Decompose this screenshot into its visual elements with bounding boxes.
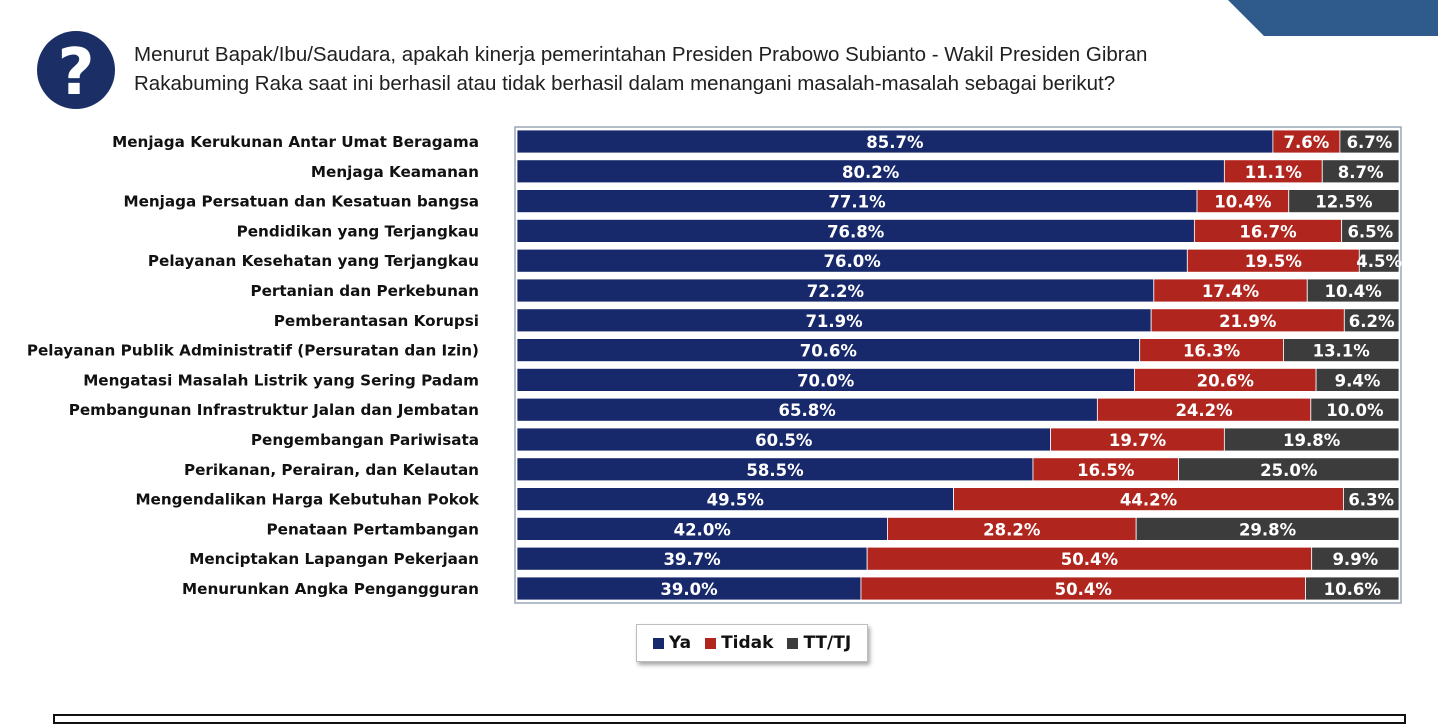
data-label-tttj: 19.8% xyxy=(1283,431,1341,450)
bar-tttj xyxy=(1358,248,1400,273)
data-label-tidak: 24.2% xyxy=(1175,401,1233,420)
data-label-ya: 76.0% xyxy=(824,252,882,271)
data-label-ya: 71.9% xyxy=(805,312,863,331)
data-label-ya: 70.6% xyxy=(800,342,858,361)
category-label: Menjaga Persatuan dan Kesatuan bangsa xyxy=(123,193,479,211)
chart-legend: Ya Tidak TT/TJ xyxy=(636,624,868,662)
category-label: Menciptakan Lapangan Pekerjaan xyxy=(189,550,479,568)
data-label-tidak: 44.2% xyxy=(1120,491,1178,510)
survey-question: Menurut Bapak/Ibu/Saudara, apakah kinerj… xyxy=(134,43,1148,95)
data-label-ya: 58.5% xyxy=(746,461,804,480)
svg-text:?: ? xyxy=(57,36,94,110)
data-label-ya: 42.0% xyxy=(674,520,732,539)
legend-label-tttj: TT/TJ xyxy=(803,633,852,653)
legend-item-ya: Ya xyxy=(652,633,692,653)
data-label-tttj: 8.7% xyxy=(1338,163,1384,182)
corner-accent-shape xyxy=(1228,0,1438,36)
bar-tttj xyxy=(1321,159,1400,184)
data-label-tidak: 7.6% xyxy=(1284,133,1330,152)
data-label-ya: 49.5% xyxy=(707,491,765,510)
bars-layer: Menjaga Kerukunan Antar Umat Beragama 85.… xyxy=(27,126,1403,604)
data-label-tttj: 6.3% xyxy=(1348,491,1394,510)
data-label-tttj: 10.0% xyxy=(1326,401,1384,420)
bottom-frame xyxy=(53,714,1406,724)
legend-swatch-tttj xyxy=(787,637,799,649)
bar-tttj xyxy=(1305,576,1400,601)
data-label-tidak: 17.4% xyxy=(1202,282,1260,301)
legend-item-tttj: TT/TJ xyxy=(787,633,851,653)
data-label-ya: 76.8% xyxy=(827,222,885,241)
category-label: Penataan Pertambangan xyxy=(267,520,479,538)
data-label-ya: 85.7% xyxy=(866,133,924,152)
data-label-tidak: 20.6% xyxy=(1197,371,1255,390)
data-label-tidak: 10.4% xyxy=(1214,193,1272,212)
data-label-tttj: 9.4% xyxy=(1335,371,1381,390)
data-label-tttj: 13.1% xyxy=(1313,342,1371,361)
bar-tttj xyxy=(1343,487,1400,512)
bar-tttj xyxy=(1288,189,1400,214)
data-label-tttj: 6.5% xyxy=(1347,222,1393,241)
data-label-ya: 72.2% xyxy=(807,282,865,301)
data-label-tttj: 10.6% xyxy=(1324,580,1382,599)
data-label-ya: 65.8% xyxy=(779,401,837,420)
category-label: Mengatasi Masalah Listrik yang Sering Pa… xyxy=(83,371,479,389)
category-label: Menurunkan Angka Pengangguran xyxy=(182,580,479,598)
bar-tttj xyxy=(1178,457,1400,482)
data-label-ya: 60.5% xyxy=(755,431,813,450)
data-label-ya: 80.2% xyxy=(842,163,900,182)
category-label: Menjaga Keamanan xyxy=(311,163,479,181)
category-label: Pelayanan Publik Administratif (Persurat… xyxy=(27,342,479,360)
data-label-tttj: 25.0% xyxy=(1260,461,1318,480)
data-label-tttj: 9.9% xyxy=(1332,550,1378,569)
bar-tttj xyxy=(1339,129,1400,154)
data-label-tidak: 19.7% xyxy=(1109,431,1167,450)
data-label-ya: 70.0% xyxy=(797,371,855,390)
data-label-ya: 39.7% xyxy=(663,550,721,569)
data-label-tttj: 6.7% xyxy=(1347,133,1393,152)
plot-frame xyxy=(514,126,1402,604)
data-label-tidak: 16.7% xyxy=(1239,222,1297,241)
legend-swatch-tidak xyxy=(705,637,717,649)
category-label: Perikanan, Perairan, dan Kelautan xyxy=(184,461,479,479)
data-label-tidak: 19.5% xyxy=(1245,252,1303,271)
category-label: Pertanian dan Perkebunan xyxy=(251,282,480,300)
bar-tttj xyxy=(1223,427,1400,452)
category-label: Pendidikan yang Terjangkau xyxy=(237,222,479,240)
data-label-tttj: 12.5% xyxy=(1315,193,1373,212)
bar-tttj xyxy=(1311,546,1400,571)
category-label: Menjaga Kerukunan Antar Umat Beragama xyxy=(112,133,479,151)
data-label-tidak: 50.4% xyxy=(1061,550,1119,569)
data-label-ya: 39.0% xyxy=(660,580,718,599)
bar-tttj xyxy=(1341,218,1400,243)
data-label-tttj: 29.8% xyxy=(1239,520,1297,539)
bar-tttj xyxy=(1283,338,1400,363)
bar-tttj xyxy=(1315,367,1400,392)
data-label-tidak: 21.9% xyxy=(1219,312,1277,331)
category-label: Pelayanan Kesehatan yang Terjangkau xyxy=(148,252,479,270)
data-label-tidak: 16.5% xyxy=(1077,461,1135,480)
data-label-tttj: 4.5% xyxy=(1356,252,1402,271)
bar-tttj xyxy=(1135,517,1400,541)
data-label-tidak: 50.4% xyxy=(1055,580,1113,599)
legend-label-tidak: Tidak xyxy=(721,633,774,653)
bar-tttj xyxy=(1306,278,1400,303)
data-label-tttj: 10.4% xyxy=(1325,282,1383,301)
category-label: Pemberantasan Korupsi xyxy=(274,312,479,330)
legend-swatch-ya xyxy=(652,637,664,649)
category-label: Pembangunan Infrastruktur Jalan dan Jemb… xyxy=(69,401,479,419)
data-label-tidak: 16.3% xyxy=(1183,342,1241,361)
data-label-tttj: 6.2% xyxy=(1349,312,1395,331)
legend-item-tidak: Tidak xyxy=(705,633,773,653)
data-label-ya: 77.1% xyxy=(828,193,886,212)
category-label: Mengendalikan Harga Kebutuhan Pokok xyxy=(135,491,479,509)
category-label: Pengembangan Pariwisata xyxy=(251,431,479,449)
data-label-tidak: 11.1% xyxy=(1245,163,1303,182)
bar-tttj xyxy=(1343,308,1400,333)
data-label-tidak: 28.2% xyxy=(983,520,1041,539)
bar-tttj xyxy=(1310,397,1400,422)
legend-label-ya: Ya xyxy=(668,633,692,653)
question-icon: ? xyxy=(37,31,115,110)
